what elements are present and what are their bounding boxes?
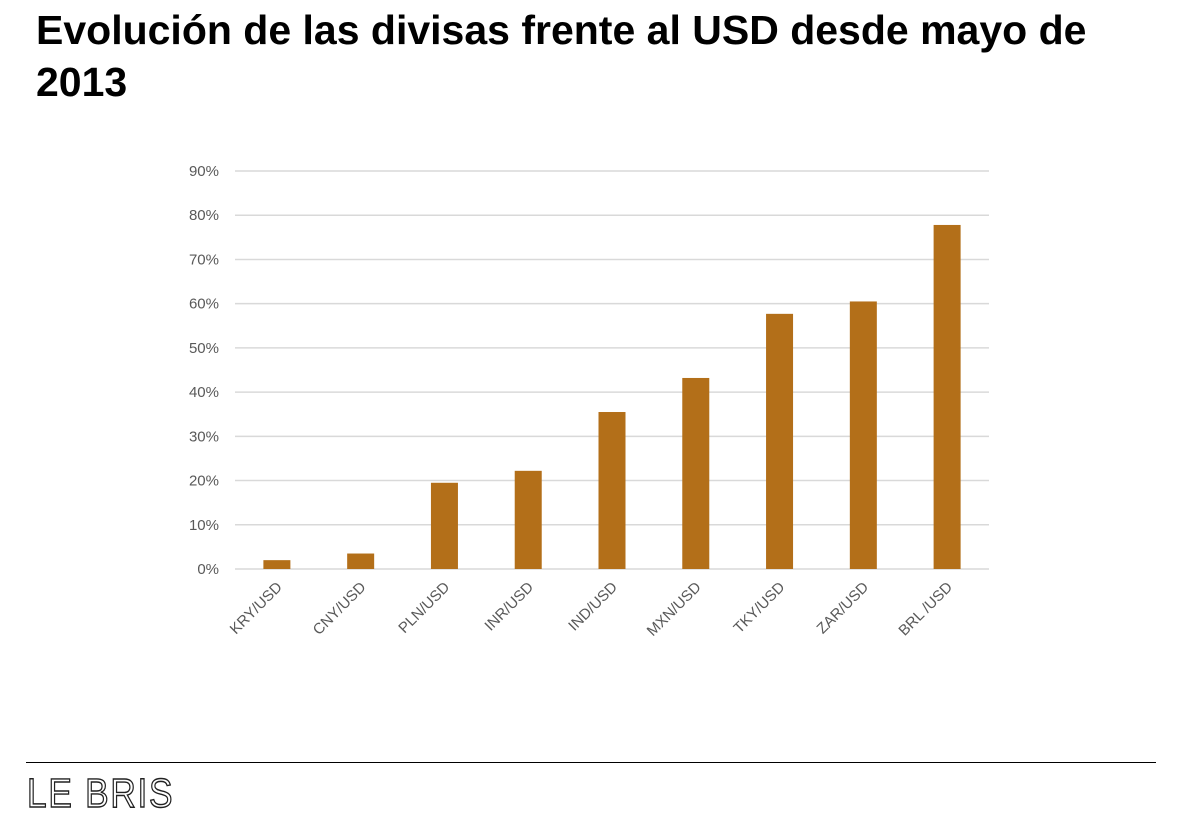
y-tick-label: 80% [189, 207, 219, 224]
bar-inrusd [514, 470, 542, 569]
y-tick-label: 50% [189, 340, 219, 357]
y-tick-label: 90% [189, 163, 219, 180]
x-tick-label: ZAR/USD [814, 579, 873, 638]
bar-plnusd [430, 482, 458, 569]
x-tick-label: PLN/USD [395, 579, 453, 637]
bar-kryusd [263, 560, 291, 569]
x-tick-label: CNY/USD [310, 579, 370, 639]
y-tick-label: 60% [189, 296, 219, 313]
y-tick-label: 70% [189, 251, 219, 268]
bar-cnyusd [347, 553, 375, 569]
y-tick-label: 0% [197, 561, 219, 578]
footer-divider [26, 762, 1156, 763]
bar-chart: 0% 10% 20% 30% 40% 50% 60% 70% 80% 90% KRY/USD CNY… [189, 163, 989, 640]
x-tick-label: KRY/USD [227, 579, 286, 638]
y-tick-label: 30% [189, 428, 219, 445]
x-tick-label: IND/USD [565, 579, 621, 635]
brand-logo: LE BRIS [26, 769, 175, 816]
bar-tkyusd [766, 313, 794, 569]
page-title: Evolución de las divisas frente al USD d… [36, 7, 1087, 105]
bars [263, 224, 961, 569]
x-axis-tick-labels: KRY/USD CNY/USD PLN/USD INR/USD IND/USD MXN/U… [227, 579, 956, 640]
y-tick-label: 20% [189, 473, 219, 490]
y-axis-tick-labels: 0% 10% 20% 30% 40% 50% 60% 70% 80% 90% [189, 163, 219, 578]
bar-brlusd [933, 224, 961, 569]
x-tick-label: TKY/USD [730, 579, 788, 637]
y-tick-label: 10% [189, 517, 219, 534]
x-tick-label: BRL /USD [895, 579, 956, 640]
bar-zarusd [849, 301, 877, 569]
bar-mxnusd [682, 377, 710, 569]
bar-indusd [598, 412, 626, 569]
x-tick-label: MXN/USD [644, 579, 705, 640]
y-tick-label: 40% [189, 384, 219, 401]
x-tick-label: INR/USD [481, 579, 537, 635]
